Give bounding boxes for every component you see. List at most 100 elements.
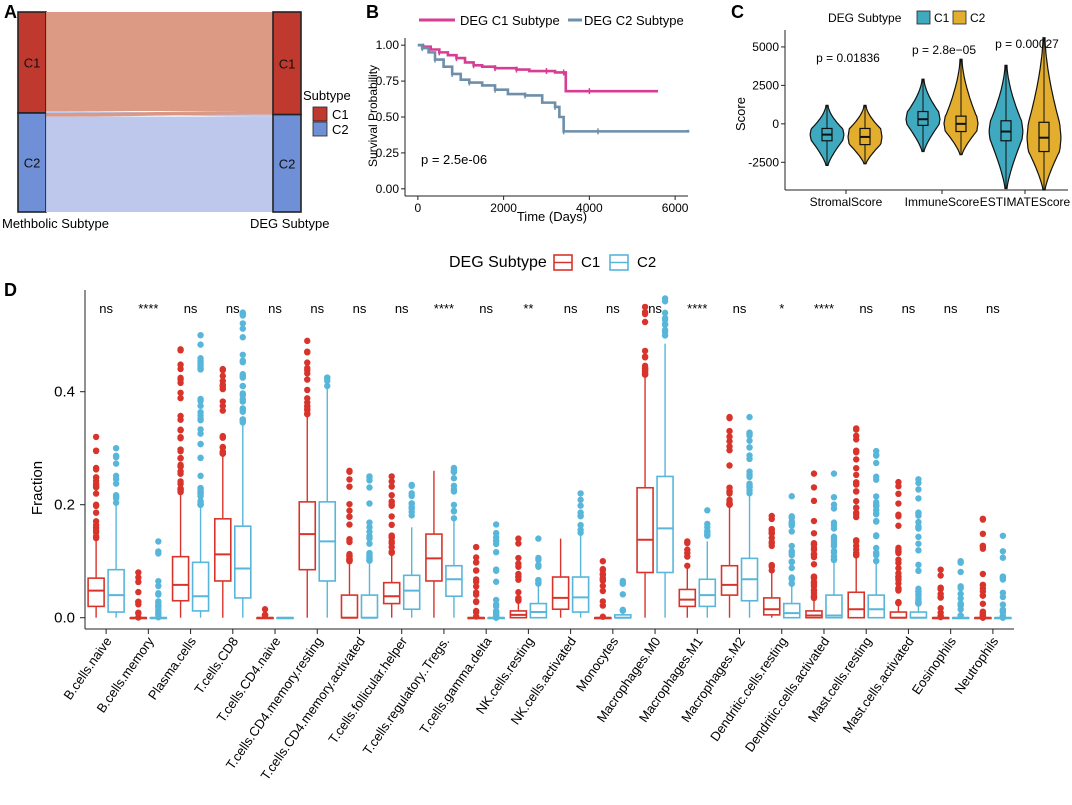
box-outlier — [873, 511, 880, 518]
box-outlier — [641, 308, 649, 316]
box-outlier — [810, 539, 818, 547]
violin-pvalue: p = 0.01836 — [816, 51, 880, 65]
box-outlier — [346, 513, 353, 520]
box-outlier — [915, 518, 922, 526]
box-outlier — [788, 551, 795, 559]
box-outlier — [450, 468, 458, 476]
box-outlier — [388, 473, 395, 480]
box-outlier — [661, 326, 669, 334]
box-outlier — [853, 504, 860, 511]
box-outlier — [768, 567, 775, 574]
box-outlier — [177, 389, 184, 396]
box-outlier — [92, 474, 100, 481]
box-outlier — [873, 452, 880, 459]
box-outlier — [135, 601, 142, 608]
box-outlier — [704, 507, 711, 514]
box-outlier — [853, 552, 860, 559]
box-outlier — [346, 468, 353, 475]
box-outlier — [830, 501, 838, 508]
box-outlier — [999, 607, 1007, 615]
violin-legend: DEG Subtype C1 C2 — [828, 10, 986, 25]
box-outlier — [304, 337, 311, 345]
box-outlier — [768, 561, 775, 569]
box-significance: ns — [479, 301, 493, 316]
box-c2 — [233, 525, 252, 599]
km-x-tick-label: 0 — [415, 201, 422, 215]
box-outlier — [515, 563, 522, 570]
box-outlier — [239, 395, 246, 403]
km-x-tick-label: 4000 — [576, 201, 603, 215]
alluvial-legend-title: Subtype — [303, 88, 351, 103]
box-outlier — [895, 483, 902, 490]
box-outlier — [661, 298, 669, 305]
box-outlier — [726, 484, 733, 491]
box-outlier — [873, 549, 880, 556]
violin-pvalue: p = 2.8e−05 — [912, 43, 976, 57]
box-outlier — [492, 566, 500, 573]
box-outlier — [366, 519, 373, 526]
box-c2 — [445, 564, 463, 598]
box-outlier — [92, 490, 100, 497]
box-c1 — [340, 594, 359, 619]
box-significance: ns — [648, 301, 662, 316]
box-outlier — [304, 395, 311, 402]
box-significance: **** — [814, 301, 834, 316]
box-outlier — [239, 408, 246, 415]
box-outlier — [408, 500, 415, 507]
alluvial-right-stratum-label: C1 — [279, 56, 296, 71]
box-outlier — [957, 585, 964, 592]
box-significance: ns — [986, 301, 1000, 316]
box-outlier — [684, 553, 691, 560]
alluvial-panel: C1 C2 C1 C2 — [17, 11, 302, 213]
box-outlier — [472, 578, 480, 586]
box-outlier — [937, 572, 944, 579]
box-outlier — [219, 450, 226, 457]
box-outlier — [895, 500, 902, 507]
box-outlier — [895, 522, 902, 529]
box-outlier — [979, 530, 987, 538]
box-significance: **** — [434, 301, 454, 316]
box-outlier — [346, 500, 353, 508]
box-c1 — [720, 564, 739, 596]
box-significance: * — [779, 301, 784, 316]
box-outlier — [853, 479, 860, 486]
violin-legend-title: DEG Subtype — [828, 11, 902, 25]
box-outlier — [515, 573, 522, 581]
alluvial-right-stratum-c1 — [272, 11, 302, 116]
alluvial-right-stratum-label: C2 — [279, 156, 296, 171]
box-outlier — [239, 334, 246, 341]
box-outlier — [366, 474, 373, 481]
box-outlier — [937, 593, 944, 600]
box-outlier — [999, 532, 1007, 539]
box-legend-label-c2: C2 — [637, 254, 656, 271]
box-outlier — [492, 548, 500, 556]
panel-label-c: C — [731, 2, 744, 22]
box-outlier — [577, 496, 584, 504]
box-outlier — [197, 454, 204, 462]
box-outlier — [515, 535, 522, 542]
box-outlier — [239, 417, 246, 425]
box-outlier — [197, 409, 204, 416]
box-c1 — [762, 597, 781, 616]
box-outlier — [619, 580, 627, 587]
box-outlier — [197, 426, 204, 433]
box-outlier — [346, 538, 353, 546]
box-outlier — [830, 533, 838, 540]
box-outlier — [895, 564, 902, 572]
box-outlier — [599, 577, 607, 584]
box-outlier — [661, 332, 669, 339]
box-outlier — [492, 578, 500, 585]
box-outlier — [112, 453, 120, 461]
box-outlier — [197, 332, 204, 339]
box-outlier — [810, 593, 818, 600]
box-c2 — [867, 594, 886, 619]
box-outlier — [219, 407, 226, 414]
box-c1 — [847, 591, 866, 619]
box-outlier — [177, 448, 184, 455]
box-outlier — [599, 582, 607, 590]
box-outlier — [177, 470, 184, 477]
box-outlier — [472, 598, 480, 606]
alluvial-left-stratum-c2 — [17, 112, 47, 213]
box-outlier — [324, 382, 331, 390]
box-y-tick-label: 0.0 — [54, 610, 75, 627]
